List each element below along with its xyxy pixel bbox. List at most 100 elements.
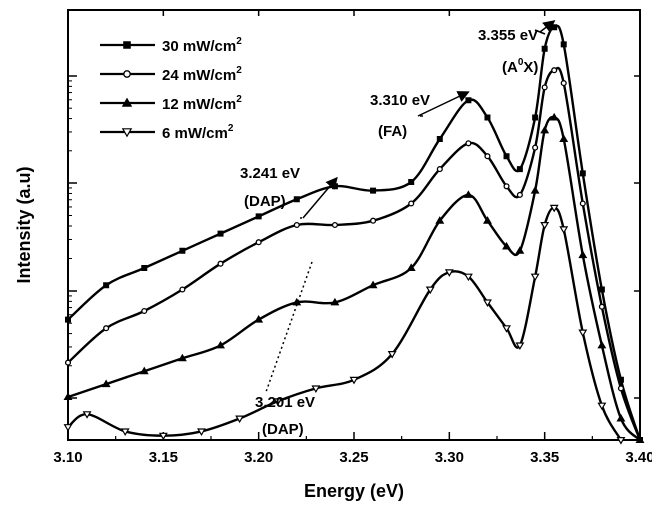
data-point [406,263,416,271]
data-point [368,280,378,289]
data-point [541,84,548,91]
data-point [617,385,624,392]
data-point [217,230,224,237]
legend-marker [121,97,133,107]
x-tick-label: 3.40 [625,449,652,466]
data-point [515,342,525,350]
data-point [273,398,283,406]
data-point [64,359,72,366]
data-point [425,286,435,295]
data-point [484,114,491,121]
data-point [120,428,130,436]
data-point [235,415,245,424]
dap-guide-dotted-line [265,261,313,393]
series-line [67,115,641,441]
data-point [579,170,586,177]
data-point [530,273,540,282]
data-point [63,424,73,432]
data-point [179,286,186,293]
y-axis-ticks [68,75,640,399]
data-point [435,216,445,224]
data-point [254,315,264,323]
data-point [436,136,443,142]
data-point [597,340,607,349]
data-point [502,325,511,333]
legend-label-sup: 2 [236,36,242,47]
legend-marker [121,128,133,138]
data-point [616,437,626,445]
data-point [515,246,525,254]
legend-label: 24 mW/cm2 [162,65,242,84]
y-axis-title: Intensity (a.u) [14,166,34,283]
data-point [530,186,540,194]
data-point [370,217,377,224]
data-point [103,282,110,289]
data-point [408,200,415,207]
series-3 [63,204,626,445]
data-point [532,144,539,151]
data-point [578,329,588,338]
data-point [179,247,186,254]
data-point [408,179,415,185]
annotation-arrow [302,176,338,219]
data-point [293,196,300,203]
data-point [516,191,523,198]
legend-label: 30 mW/cm2 [162,36,242,55]
data-point [217,260,224,267]
data-point [330,297,340,306]
data-point [331,221,338,229]
series-2 [63,112,645,443]
data-point [293,221,300,229]
data-point [370,187,377,194]
data-point [255,239,262,246]
data-point [578,250,588,259]
data-point [559,134,569,142]
data-point [540,222,550,230]
data-point [444,269,454,277]
annotation-arrow [417,91,470,117]
legend-marker [123,70,131,78]
x-tick-label: 3.15 [149,449,178,466]
data-point [502,241,511,250]
data-point [141,307,148,315]
x-tick-label: 3.10 [53,449,82,466]
series-line [67,66,642,441]
data-point [635,435,645,443]
annotation-peak-ax-label-start: (A [502,59,518,76]
data-point [597,402,607,411]
data-point [616,413,626,422]
data-point [503,153,510,160]
data-point [177,353,187,362]
data-point [551,67,558,74]
data-point [255,213,262,220]
series-line [67,24,642,441]
data-point [465,140,472,147]
data-point [139,366,149,375]
legend-label-sup: 2 [236,94,242,105]
annotation-dap-3241-label: (DAP) [244,193,286,210]
data-point [579,200,586,207]
data-point [63,392,73,400]
annotation-dap-3201-label: (DAP) [262,421,304,438]
x-tick-label: 3.25 [339,449,368,466]
data-point [436,166,443,173]
annotation-peak-ax-label-sup: 0 [518,57,524,68]
data-point [387,351,397,359]
annotation-peak-ax-label-end: X) [523,59,538,76]
data-point [292,297,302,306]
series-1 [64,66,644,444]
legend-label-text: 12 mW/cm [162,96,236,113]
data-point [540,125,550,134]
legend-label-sup: 2 [236,65,242,76]
data-point [65,316,71,323]
data-point [549,204,559,213]
annotation-peak-ax-label: (A0X) [502,57,538,76]
legend-label-text: 6 mW/cm [162,125,228,142]
data-point [516,166,523,173]
data-point [560,41,567,48]
data-point [331,183,338,190]
annotation-peak-ax-energy: 3.355 eV [478,27,538,44]
series-layer [63,24,645,445]
